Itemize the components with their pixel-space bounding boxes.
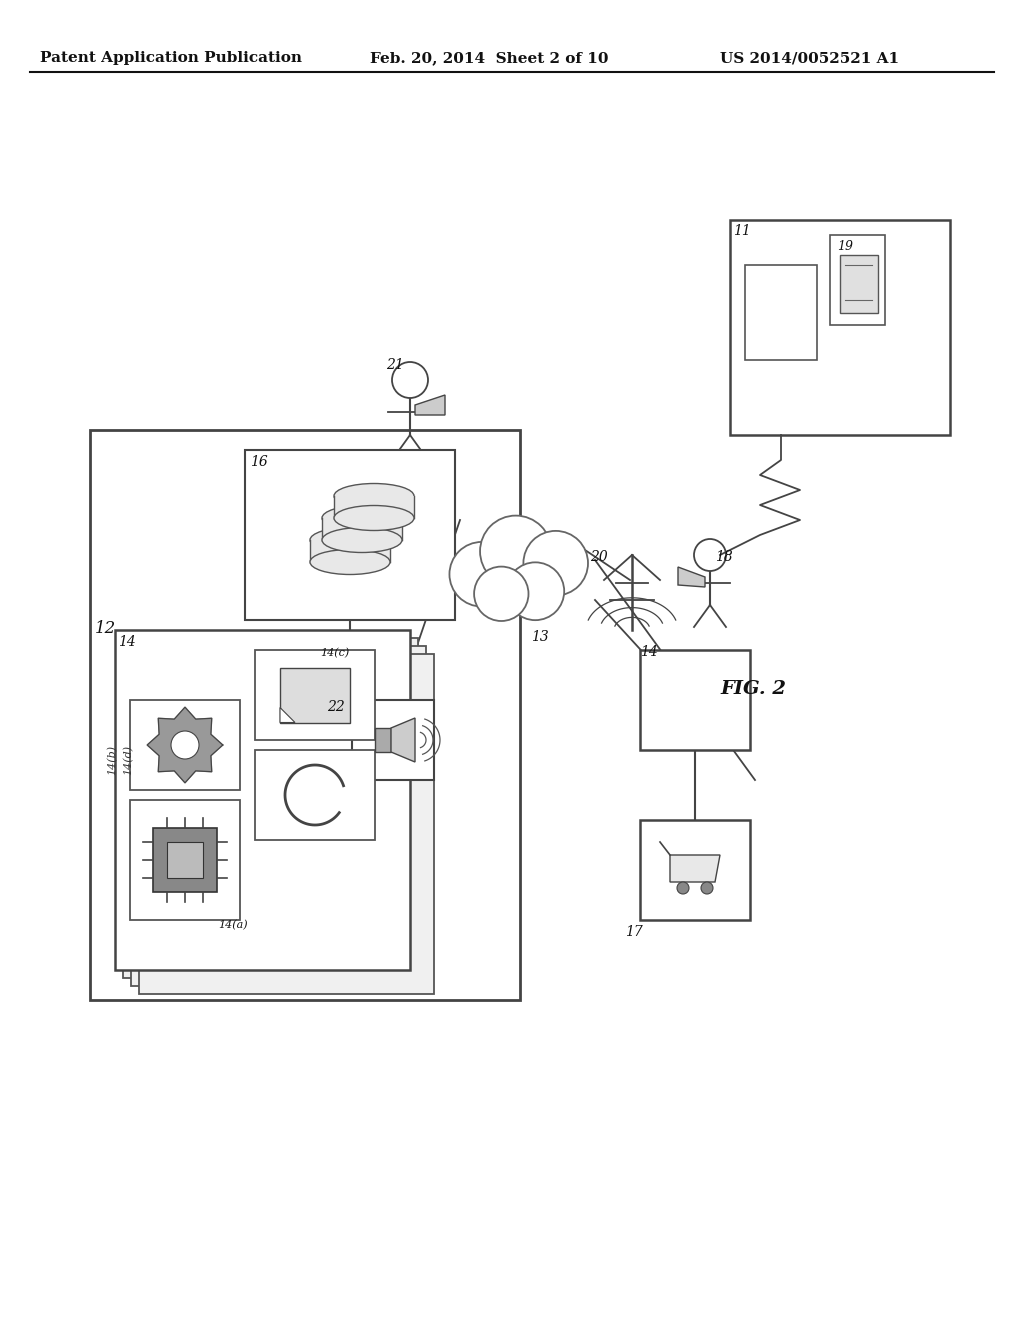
FancyBboxPatch shape: [255, 750, 375, 840]
FancyBboxPatch shape: [830, 235, 885, 325]
Text: 19: 19: [837, 240, 853, 253]
Text: 14: 14: [118, 635, 136, 649]
FancyBboxPatch shape: [123, 638, 418, 978]
FancyBboxPatch shape: [840, 255, 878, 313]
Circle shape: [392, 362, 428, 399]
Text: US 2014/0052521 A1: US 2014/0052521 A1: [720, 51, 899, 65]
FancyBboxPatch shape: [153, 828, 217, 892]
Ellipse shape: [322, 506, 402, 531]
Ellipse shape: [322, 528, 402, 553]
Polygon shape: [670, 855, 720, 882]
Circle shape: [474, 566, 528, 620]
Circle shape: [480, 516, 552, 587]
Polygon shape: [415, 395, 445, 414]
Circle shape: [507, 562, 564, 620]
Text: 16: 16: [250, 455, 267, 469]
Text: FIG. 2: FIG. 2: [720, 680, 786, 698]
FancyBboxPatch shape: [130, 700, 240, 789]
Text: 20: 20: [590, 550, 608, 564]
Text: 13: 13: [531, 630, 549, 644]
FancyBboxPatch shape: [130, 800, 240, 920]
Polygon shape: [147, 708, 223, 783]
Circle shape: [171, 731, 199, 759]
Text: 21: 21: [386, 358, 403, 372]
Circle shape: [677, 882, 689, 894]
FancyBboxPatch shape: [115, 630, 410, 970]
Ellipse shape: [310, 528, 390, 553]
FancyBboxPatch shape: [640, 649, 750, 750]
FancyBboxPatch shape: [139, 653, 434, 994]
Circle shape: [694, 539, 726, 572]
Text: 14(a): 14(a): [218, 920, 248, 931]
Circle shape: [701, 882, 713, 894]
FancyBboxPatch shape: [167, 842, 203, 878]
FancyBboxPatch shape: [255, 649, 375, 741]
Text: 14(d): 14(d): [123, 744, 133, 775]
Ellipse shape: [310, 549, 390, 574]
FancyBboxPatch shape: [640, 820, 750, 920]
Text: Feb. 20, 2014  Sheet 2 of 10: Feb. 20, 2014 Sheet 2 of 10: [370, 51, 608, 65]
Text: Patent Application Publication: Patent Application Publication: [40, 51, 302, 65]
Circle shape: [450, 543, 514, 607]
Text: 12: 12: [95, 620, 117, 638]
FancyBboxPatch shape: [245, 450, 455, 620]
Polygon shape: [678, 568, 705, 587]
FancyBboxPatch shape: [745, 265, 817, 360]
FancyBboxPatch shape: [280, 668, 350, 722]
Text: 18: 18: [715, 550, 733, 564]
Circle shape: [523, 531, 588, 595]
FancyBboxPatch shape: [352, 700, 434, 780]
FancyBboxPatch shape: [322, 517, 402, 540]
Text: 17: 17: [625, 925, 643, 939]
Text: 22: 22: [328, 700, 345, 714]
Text: 14(b): 14(b): [106, 744, 117, 775]
Ellipse shape: [334, 506, 414, 531]
Ellipse shape: [334, 483, 414, 508]
FancyBboxPatch shape: [310, 540, 390, 562]
Polygon shape: [280, 708, 295, 722]
FancyBboxPatch shape: [131, 645, 426, 986]
FancyBboxPatch shape: [334, 496, 414, 517]
Text: 11: 11: [733, 224, 751, 238]
FancyBboxPatch shape: [730, 220, 950, 436]
FancyBboxPatch shape: [90, 430, 520, 1001]
Polygon shape: [391, 718, 415, 762]
Text: 14: 14: [640, 645, 657, 659]
Text: 14(c): 14(c): [319, 648, 349, 659]
Polygon shape: [375, 729, 391, 752]
